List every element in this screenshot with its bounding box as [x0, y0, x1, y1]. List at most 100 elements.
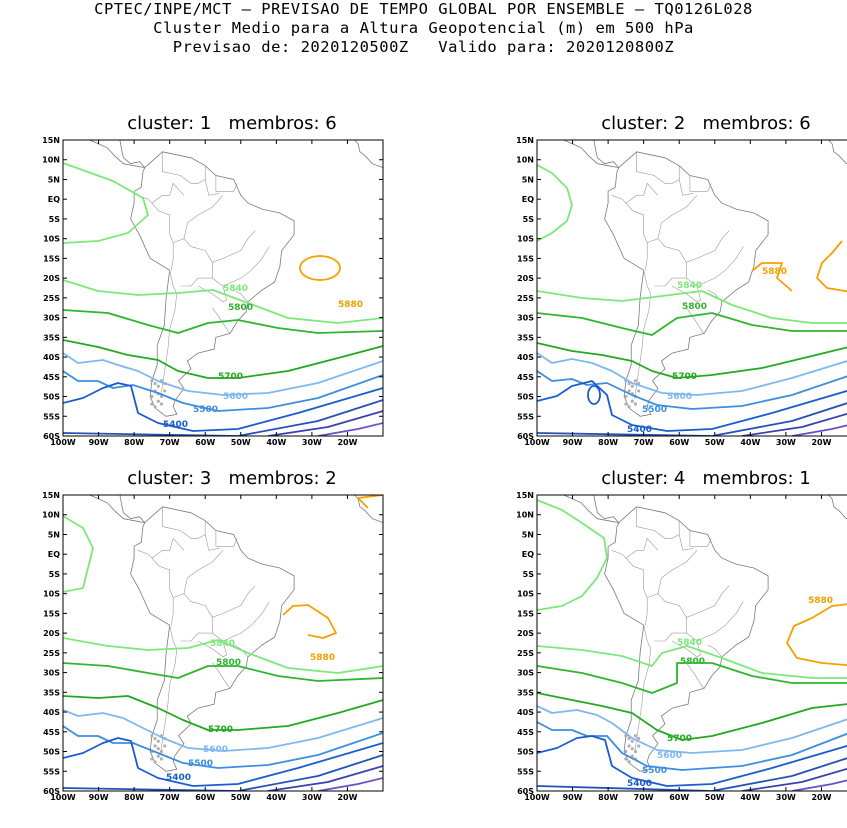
lon-tick-label: 50W	[705, 438, 725, 447]
lat-tick-label: 30S	[43, 314, 60, 323]
contour-label-5840: 5840	[677, 281, 702, 291]
contour-5400	[587, 385, 601, 405]
lat-tick-label: 60S	[517, 432, 534, 441]
lat-tick-label: 60S	[517, 787, 534, 796]
contour-label-5880: 5880	[808, 596, 833, 606]
contour-label-5700: 5700	[208, 725, 233, 735]
lon-tick-label: 50W	[705, 793, 725, 802]
lon-tick-label: 100W	[524, 793, 550, 802]
lat-tick-label: 45S	[43, 373, 60, 382]
lat-tick-label: 15N	[42, 491, 60, 500]
map-panel-cluster-2: cluster: 2 membros: 6 5880 5840 5800 5700 560…	[512, 113, 847, 473]
contour-5600	[537, 352, 847, 396]
contour-label-5400: 5400	[166, 773, 191, 783]
lon-tick-label: 30W	[776, 793, 796, 802]
coastline	[604, 151, 769, 417]
lat-tick-label: 25S	[517, 649, 534, 658]
contour-label-5400: 5400	[627, 425, 652, 435]
contour-5800	[63, 662, 383, 682]
map-frame	[62, 494, 384, 792]
lat-tick-label: 45S	[43, 728, 60, 737]
contour-label-5800: 5800	[216, 658, 241, 668]
lat-tick-label: 5N	[522, 530, 534, 539]
contour-label-5500: 5500	[642, 405, 667, 415]
contour-5800	[537, 312, 847, 336]
panel-title: cluster: 4 membros: 1	[601, 468, 811, 489]
contour-label-5600: 5600	[667, 392, 692, 402]
lat-tick-label: 30S	[517, 669, 534, 678]
lat-tick-label: 55S	[517, 412, 534, 421]
contour-5200	[267, 410, 383, 436]
lat-tick-label: 25S	[517, 294, 534, 303]
lon-tick-label: 70W	[634, 438, 654, 447]
lat-tick-label: 15N	[42, 136, 60, 145]
contour-label-5880: 5880	[310, 653, 335, 663]
lon-tick-label: 60W	[669, 793, 689, 802]
lon-tick-label: 90W	[563, 793, 583, 802]
lat-tick-label: 10N	[516, 156, 534, 165]
contour-5100	[317, 422, 383, 436]
header-title: CPTEC/INPE/MCT — PREVISAO DE TEMPO GLOBA…	[94, 0, 753, 18]
contour-label-5840: 5840	[223, 284, 248, 294]
contour-5400	[63, 737, 383, 787]
lon-tick-label: 80W	[598, 438, 618, 447]
lat-tick-label: 50S	[517, 748, 534, 757]
lon-tick-label: 60W	[669, 438, 689, 447]
lat-tick-label: EQ	[48, 195, 60, 204]
lat-tick-label: 15S	[517, 254, 534, 263]
lon-tick-label: 50W	[231, 438, 251, 447]
contour-5880	[786, 603, 847, 667]
lon-tick-label: 90W	[563, 438, 583, 447]
lat-tick-label: 35S	[43, 333, 60, 342]
contour-5840	[537, 499, 608, 611]
lat-tick-label: 45S	[517, 373, 534, 382]
contour-label-5840: 5840	[210, 639, 235, 649]
contour-5840	[63, 637, 383, 674]
contour-5300	[63, 754, 383, 791]
coastline	[130, 151, 295, 417]
lon-tick-label: 80W	[124, 793, 144, 802]
contour-5100	[317, 777, 383, 791]
contour-5300	[537, 757, 847, 791]
contour-label-5800: 5800	[228, 303, 253, 313]
lon-tick-label: 40W	[266, 438, 286, 447]
lon-tick-label: 70W	[634, 793, 654, 802]
coastline	[604, 506, 769, 772]
lat-tick-label: 20S	[517, 629, 534, 638]
map-frame	[536, 494, 847, 792]
lat-tick-label: 60S	[43, 432, 60, 441]
lat-tick-label: 55S	[43, 412, 60, 421]
lon-tick-label: 40W	[740, 438, 760, 447]
lat-tick-label: 55S	[517, 767, 534, 776]
contour-5700	[63, 339, 383, 379]
lon-tick-label: 40W	[740, 793, 760, 802]
contour-5840	[537, 645, 847, 679]
contour-label-5500: 5500	[188, 759, 213, 769]
contour-label-5700: 5700	[667, 734, 692, 744]
lon-tick-label: 30W	[776, 438, 796, 447]
lon-tick-label: 70W	[160, 438, 180, 447]
contour-5800	[537, 662, 847, 694]
contour-5100	[791, 424, 847, 436]
contour-label-5600: 5600	[223, 392, 248, 402]
lat-tick-label: 20S	[43, 629, 60, 638]
lat-tick-label: 25S	[43, 649, 60, 658]
lon-tick-label: 20W	[337, 793, 357, 802]
contour-5840	[63, 162, 149, 244]
lat-tick-label: EQ	[48, 550, 60, 559]
lat-tick-label: 5N	[48, 530, 60, 539]
contour-5600	[63, 709, 383, 752]
lon-tick-label: 20W	[811, 438, 831, 447]
lat-tick-label: 15S	[43, 254, 60, 263]
lat-tick-label: 15S	[517, 609, 534, 618]
lat-tick-label: 15S	[43, 609, 60, 618]
contour-5500	[63, 370, 383, 412]
coastline	[130, 506, 295, 772]
contour-5100	[791, 779, 847, 791]
contour-5500	[63, 725, 383, 769]
lat-tick-label: 5S	[523, 215, 535, 224]
lat-tick-label: 45S	[517, 728, 534, 737]
lat-tick-label: 50S	[43, 748, 60, 757]
contour-5880	[282, 604, 337, 639]
